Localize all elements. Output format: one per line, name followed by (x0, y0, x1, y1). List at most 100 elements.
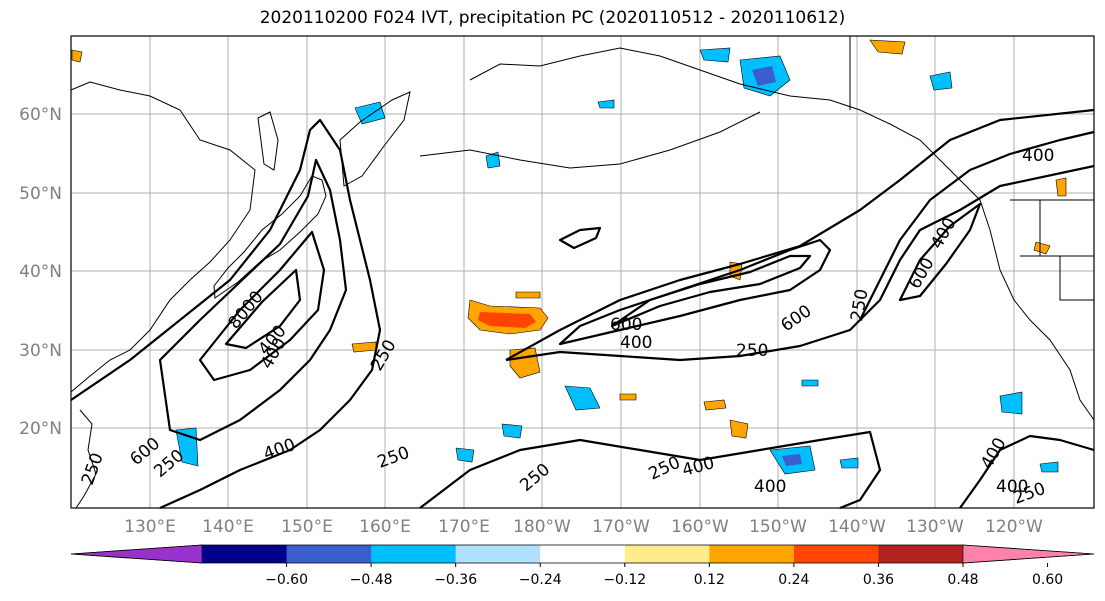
coastline-sakhalin (257, 111, 279, 171)
contour-label: 400 (620, 333, 652, 353)
ivt-contour-250-south (419, 430, 882, 510)
colorbar-tick-label: 0.60 (1032, 572, 1063, 588)
colorbar-bin (709, 545, 795, 563)
precip-patch-positive-core (478, 312, 536, 328)
precip-patch-negative (597, 99, 615, 109)
precip-patch-positive (1033, 241, 1051, 255)
lon-label: 150°E (281, 517, 333, 537)
contour-label: 400 (996, 477, 1028, 497)
coastlines (70, 36, 1095, 509)
colorbar-tick-label: 0.24 (778, 572, 809, 588)
colorbar-tick-label: −0.12 (603, 572, 646, 588)
precip-patch-negative (455, 447, 475, 463)
lon-label: 120°W (985, 517, 1043, 537)
colorbar-bin (540, 545, 626, 563)
precip-patch-negative-core (752, 66, 776, 86)
graticule (71, 36, 1094, 508)
admin-border-us-states (1020, 200, 1094, 301)
lon-label: 140°W (828, 517, 886, 537)
lon-label: 140°E (202, 517, 254, 537)
ivt-contour-600-central (610, 254, 812, 328)
precip-patch-negative (1039, 461, 1059, 473)
colorbar-tick-label: 0.12 (694, 572, 725, 588)
precip-patch-positive (869, 39, 906, 55)
lat-label: 60°N (19, 105, 62, 125)
lat-label: 40°N (19, 262, 62, 282)
colorbar-tick-label: −0.60 (265, 572, 308, 588)
colorbar-tick-label: −0.48 (350, 572, 393, 588)
precip-patch-positive (619, 393, 637, 401)
coastline-kamchatka (339, 91, 411, 187)
precip-patch-positive (351, 341, 377, 353)
precip-patch-negative (999, 391, 1023, 415)
coastline-japan (213, 175, 327, 299)
precip-patch-positive (1055, 177, 1067, 197)
ivt-contour-400-central (558, 238, 832, 346)
precip-patch-positive (703, 399, 727, 411)
precip-patch-negative (929, 71, 953, 91)
ivt-contour-800-west (224, 268, 302, 350)
colorbar-tick-label: 0.48 (947, 572, 978, 588)
lat-label: 20°N (19, 419, 62, 439)
colorbar-bin (793, 545, 879, 563)
colorbar-extend-low (70, 544, 203, 564)
ivt-contour-250-northwest (558, 226, 602, 250)
coastline-alaska (469, 47, 981, 201)
colorbar-bin (455, 545, 541, 563)
precip-patch-positive (71, 49, 83, 63)
colorbar-tick-label: −0.36 (434, 572, 477, 588)
precip-patch-positive (729, 419, 749, 439)
coastline-north-america (979, 199, 1095, 421)
lon-label: 160°W (671, 517, 729, 537)
aleutian-islands (419, 111, 761, 169)
colorbar-extend-high (962, 544, 1095, 564)
precip-patch-negative (501, 423, 523, 439)
precip-patches (71, 39, 1067, 475)
lon-label: 130°W (906, 517, 964, 537)
precip-patch-negative-core (782, 454, 802, 466)
lon-label: 150°W (749, 517, 807, 537)
colorbar (70, 544, 1095, 564)
contour-label: 600 (610, 315, 642, 335)
contour-label: 400 (1022, 146, 1054, 166)
lat-label: 50°N (19, 184, 62, 204)
lat-label: 30°N (19, 341, 62, 361)
lon-label: 130°E (124, 517, 176, 537)
lon-label: 180°W (513, 517, 571, 537)
longitude-labels: 130°E 140°E 150°E 160°E 170°E 180°W 170°W 160°W… (124, 517, 1043, 537)
colorbar-bin (202, 545, 288, 563)
ivt-contour-600-west (198, 230, 326, 382)
precip-patch-negative (564, 385, 601, 411)
map-frame (70, 35, 1095, 509)
colorbar-bin (624, 545, 710, 563)
colorbar-tick-label: 0.36 (863, 572, 894, 588)
ivt-contour-250-west (70, 118, 382, 510)
precip-patch-positive (515, 291, 541, 299)
colorbar-bin (878, 545, 964, 563)
colorbar-tick-labels: −0.60 −0.48 −0.36 −0.24 −0.12 0.12 0.24 0.36 0.4… (265, 563, 1063, 588)
latitude-labels: 60°N 50°N 40°N 30°N 20°N (19, 105, 62, 439)
map-panel: 400 400 600 400 250 600 250 600 250 400 … (70, 35, 1095, 510)
colorbar-tick-label: −0.24 (519, 572, 562, 588)
lon-label: 160°E (359, 517, 411, 537)
colorbar-bin (286, 545, 372, 563)
map-background (71, 36, 1094, 508)
coastline-asia (70, 81, 256, 393)
contour-label: 250 (736, 341, 768, 361)
lon-label: 170°W (592, 517, 650, 537)
precip-patch-negative (839, 457, 859, 469)
precip-patch-negative (801, 379, 819, 387)
precip-patch-negative (354, 101, 386, 125)
colorbar-bin (371, 545, 457, 563)
ivt-contour-400-east (859, 130, 1095, 321)
admin-border-canada (849, 36, 1094, 201)
precip-patch-negative (699, 47, 731, 63)
colorbar-outline (70, 544, 1095, 564)
ivt-contour-400-west (158, 158, 348, 442)
ivt-contour-250-southeast (959, 434, 1095, 509)
ivt-contour-250-central-south (505, 164, 1095, 362)
lon-label: 170°E (438, 517, 490, 537)
coastline-taiwan-philippines (75, 409, 97, 509)
ivt-contour-600-east (898, 202, 982, 302)
